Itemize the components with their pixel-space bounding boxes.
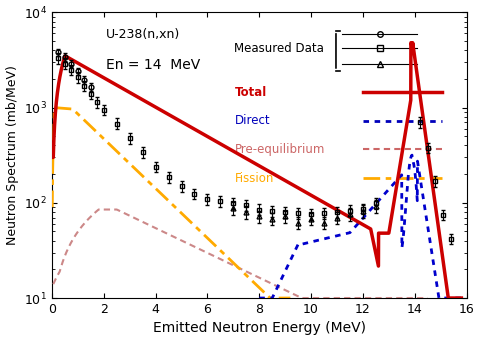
Text: Direct: Direct	[234, 115, 270, 128]
Text: U-238(n,xn): U-238(n,xn)	[106, 28, 180, 41]
X-axis label: Emitted Neutron Energy (MeV): Emitted Neutron Energy (MeV)	[153, 322, 366, 336]
Y-axis label: Neutron Spectrum (mb/MeV): Neutron Spectrum (mb/MeV)	[6, 65, 19, 245]
Text: Total: Total	[234, 86, 267, 99]
Text: Pre-equilibrium: Pre-equilibrium	[234, 143, 325, 156]
Text: Measured Data: Measured Data	[234, 42, 324, 55]
Text: Fission: Fission	[234, 172, 274, 184]
Text: En = 14  MeV: En = 14 MeV	[106, 59, 200, 73]
